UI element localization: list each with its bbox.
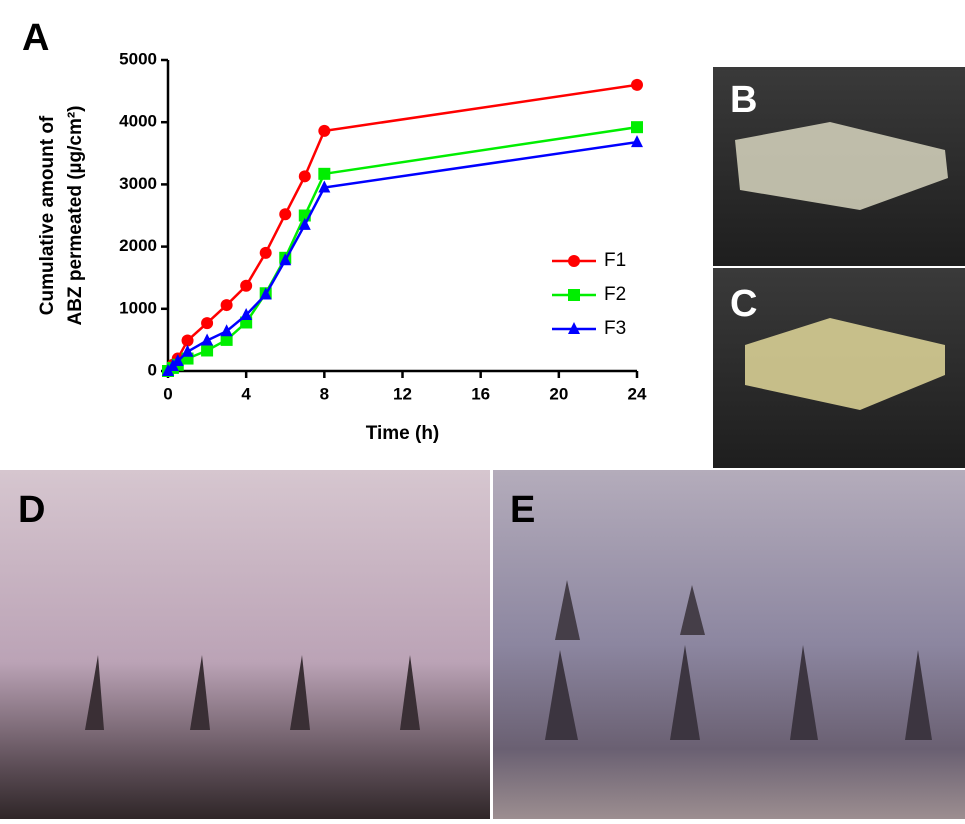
series-line — [168, 127, 637, 371]
y-tick-label: 0 — [148, 360, 157, 379]
y-axis-label: ABZ permeated (µg/cm²) — [65, 106, 86, 326]
legend-label: F3 — [604, 318, 626, 339]
photo-e — [493, 470, 965, 819]
figure: A B C D E 0 1000 2000 3000 4000 5000 0 4 8 12 16 20 24 Tim… — [0, 0, 965, 819]
marker — [318, 125, 330, 137]
x-tick-label: 8 — [320, 384, 329, 403]
marker — [221, 299, 233, 311]
series — [162, 121, 643, 377]
x-tick-label: 12 — [393, 384, 412, 403]
y-axis-label: Cumulative amount of — [37, 115, 58, 315]
panel-label: B — [730, 79, 757, 121]
x-tick-label: 4 — [241, 384, 251, 403]
panel-label: E — [510, 489, 535, 531]
photo-d — [0, 470, 490, 819]
marker — [299, 170, 311, 182]
x-axis-label: Time (h) — [366, 423, 440, 444]
legend-marker — [568, 255, 580, 267]
panel-label: A — [22, 17, 49, 59]
y-tick-label: 2000 — [119, 236, 157, 255]
series-line — [168, 142, 637, 371]
marker — [631, 135, 643, 147]
legend-marker — [568, 289, 580, 301]
marker — [201, 344, 213, 356]
marker — [221, 324, 233, 336]
y-tick-label: 3000 — [119, 174, 157, 193]
series — [162, 135, 643, 376]
x-tick-label: 16 — [471, 384, 490, 403]
x-tick-label: 24 — [628, 384, 647, 403]
y-tick-label: 4000 — [119, 112, 157, 131]
marker — [631, 121, 643, 133]
marker — [318, 168, 330, 180]
legend-label: F1 — [604, 250, 626, 271]
panel-label: C — [730, 283, 757, 325]
legend-label: F2 — [604, 284, 626, 305]
marker — [260, 247, 272, 259]
panel-label: D — [18, 489, 45, 531]
marker — [240, 280, 252, 292]
marker — [201, 317, 213, 329]
marker — [631, 79, 643, 91]
x-tick-label: 0 — [163, 384, 172, 403]
y-tick-label: 1000 — [119, 298, 157, 317]
marker — [279, 208, 291, 220]
y-tick-label: 5000 — [119, 49, 157, 68]
x-tick-label: 20 — [549, 384, 568, 403]
